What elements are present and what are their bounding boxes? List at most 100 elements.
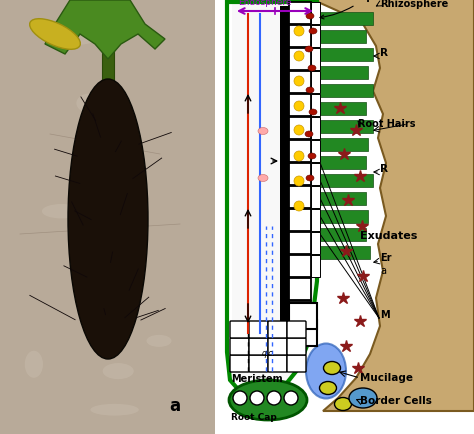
Ellipse shape <box>146 335 172 347</box>
Bar <box>289 163 311 185</box>
Ellipse shape <box>42 204 81 218</box>
Ellipse shape <box>103 363 134 379</box>
Polygon shape <box>231 4 315 394</box>
Ellipse shape <box>108 121 124 150</box>
Bar <box>289 232 311 254</box>
Text: Mucilage: Mucilage <box>360 373 413 383</box>
Bar <box>289 209 311 231</box>
Text: Rhizoplane: Rhizoplane <box>320 0 397 19</box>
Circle shape <box>294 201 304 211</box>
Text: Rhizosphere: Rhizosphere <box>380 0 448 9</box>
Bar <box>289 140 311 162</box>
Text: R: R <box>380 48 388 58</box>
Bar <box>318 48 373 61</box>
Bar <box>289 117 311 139</box>
Circle shape <box>294 151 304 161</box>
Circle shape <box>294 125 304 135</box>
Text: Root Cap: Root Cap <box>231 413 277 422</box>
Ellipse shape <box>306 343 346 398</box>
Ellipse shape <box>335 398 352 411</box>
Bar <box>311 209 320 231</box>
Ellipse shape <box>76 93 102 113</box>
FancyBboxPatch shape <box>249 355 268 372</box>
Text: R: R <box>380 164 388 174</box>
Circle shape <box>294 51 304 61</box>
Ellipse shape <box>309 109 317 115</box>
FancyBboxPatch shape <box>230 338 249 355</box>
Ellipse shape <box>46 24 102 45</box>
Circle shape <box>294 76 304 86</box>
Text: Endosphere: Endosphere <box>238 0 292 7</box>
Bar <box>318 174 373 187</box>
Bar <box>289 2 311 24</box>
Bar <box>318 210 368 223</box>
Circle shape <box>267 391 281 405</box>
Polygon shape <box>318 0 474 411</box>
Bar <box>311 48 320 70</box>
Ellipse shape <box>306 13 314 19</box>
Bar <box>289 303 317 329</box>
FancyBboxPatch shape <box>287 338 306 355</box>
Bar <box>318 228 366 241</box>
Bar <box>0 0 215 434</box>
Polygon shape <box>45 0 165 59</box>
Circle shape <box>294 176 304 186</box>
Ellipse shape <box>25 351 43 378</box>
Ellipse shape <box>308 65 316 71</box>
Ellipse shape <box>305 46 313 52</box>
Bar <box>318 138 368 151</box>
FancyBboxPatch shape <box>268 338 287 355</box>
Ellipse shape <box>319 381 337 395</box>
Bar <box>289 94 311 116</box>
Circle shape <box>250 391 264 405</box>
FancyBboxPatch shape <box>287 355 306 372</box>
Bar <box>289 278 311 300</box>
Bar <box>318 102 366 115</box>
Bar <box>102 44 114 94</box>
Bar <box>318 156 366 169</box>
Bar <box>289 48 311 70</box>
Bar <box>311 163 320 185</box>
Circle shape <box>294 26 304 36</box>
Bar <box>318 30 366 43</box>
FancyBboxPatch shape <box>230 321 249 338</box>
FancyBboxPatch shape <box>249 338 268 355</box>
Circle shape <box>233 391 247 405</box>
Bar <box>318 246 370 259</box>
Ellipse shape <box>258 174 268 181</box>
Bar <box>318 84 373 97</box>
Bar <box>289 71 311 93</box>
Circle shape <box>294 101 304 111</box>
Bar <box>318 120 373 133</box>
FancyBboxPatch shape <box>268 355 287 372</box>
Bar <box>311 232 320 254</box>
Ellipse shape <box>305 131 313 137</box>
FancyBboxPatch shape <box>287 321 306 338</box>
Bar <box>289 25 311 47</box>
Bar <box>311 255 320 277</box>
Ellipse shape <box>323 362 340 375</box>
Bar <box>289 320 317 346</box>
Text: a: a <box>380 266 386 276</box>
Ellipse shape <box>308 153 316 159</box>
Text: M: M <box>380 310 390 320</box>
Text: Exudates: Exudates <box>360 231 418 241</box>
Bar <box>311 186 320 208</box>
Ellipse shape <box>349 388 377 408</box>
Text: Meristem: Meristem <box>231 374 283 384</box>
Ellipse shape <box>258 128 268 135</box>
Text: a: a <box>169 397 181 415</box>
Bar <box>289 186 311 208</box>
Bar <box>311 25 320 47</box>
FancyBboxPatch shape <box>249 321 268 338</box>
Bar <box>311 94 320 116</box>
Ellipse shape <box>306 175 314 181</box>
Ellipse shape <box>309 28 317 34</box>
Circle shape <box>284 391 298 405</box>
Text: Border Cells: Border Cells <box>360 396 432 406</box>
Ellipse shape <box>68 79 148 359</box>
Ellipse shape <box>229 380 307 420</box>
Bar <box>311 2 320 24</box>
Bar <box>311 140 320 162</box>
FancyBboxPatch shape <box>268 321 287 338</box>
